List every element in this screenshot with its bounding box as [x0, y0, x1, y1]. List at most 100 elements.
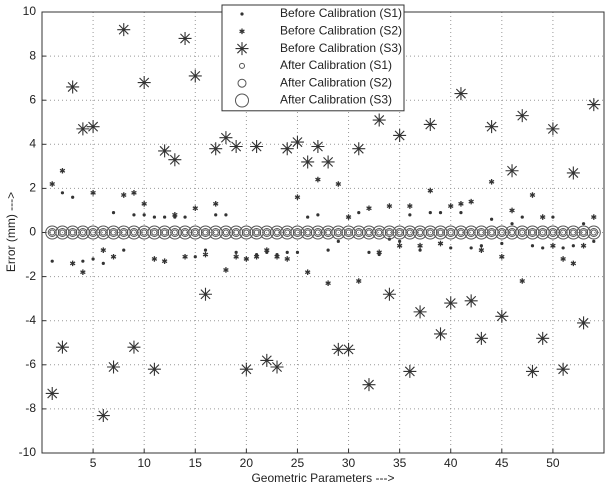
- point: [212, 201, 219, 207]
- legend-label: After Calibration (S2): [280, 75, 392, 89]
- point: [406, 229, 413, 236]
- point: [366, 205, 372, 212]
- point: [580, 242, 587, 249]
- point: [116, 225, 131, 240]
- point: [96, 225, 111, 240]
- point: [437, 229, 444, 236]
- point: [91, 257, 95, 261]
- point: [365, 229, 372, 236]
- point: [577, 316, 591, 330]
- point: [147, 225, 162, 240]
- point: [45, 225, 60, 240]
- point: [50, 259, 54, 263]
- point: [457, 229, 464, 236]
- y-tick-label: 0: [29, 225, 36, 239]
- point: [172, 212, 178, 218]
- point: [581, 222, 586, 226]
- point: [106, 225, 121, 240]
- point: [453, 225, 468, 240]
- point: [423, 225, 438, 240]
- point: [86, 225, 101, 240]
- point: [79, 229, 86, 236]
- point: [137, 76, 151, 90]
- point: [525, 225, 540, 240]
- point: [300, 225, 315, 240]
- point: [260, 353, 274, 367]
- point: [270, 225, 285, 240]
- point: [66, 80, 80, 94]
- x-tick-label: 25: [291, 456, 305, 470]
- point: [142, 213, 146, 217]
- point: [107, 360, 121, 374]
- point: [65, 225, 80, 240]
- point: [188, 69, 202, 83]
- point: [60, 191, 65, 195]
- point: [249, 225, 264, 240]
- legend-label: After Calibration (S3): [280, 93, 392, 107]
- point: [274, 253, 280, 260]
- point: [141, 229, 148, 236]
- point: [345, 214, 352, 220]
- point: [576, 225, 591, 240]
- point: [539, 214, 546, 220]
- point: [203, 248, 208, 252]
- point: [325, 229, 332, 236]
- point: [49, 181, 55, 187]
- point: [539, 229, 546, 236]
- point: [161, 258, 168, 264]
- point: [122, 248, 126, 252]
- point: [264, 247, 270, 253]
- y-tick-label: 2: [29, 181, 36, 195]
- point: [326, 248, 330, 252]
- point: [335, 181, 342, 187]
- point: [408, 213, 412, 217]
- point: [325, 280, 331, 287]
- point: [117, 23, 131, 37]
- point: [417, 242, 423, 249]
- point: [280, 225, 295, 240]
- point: [151, 229, 158, 236]
- point: [270, 360, 284, 374]
- point: [335, 229, 342, 236]
- legend-marker: [240, 12, 244, 16]
- point: [80, 269, 86, 275]
- point: [488, 229, 495, 236]
- y-tick-label: -6: [25, 357, 36, 371]
- y-axis-label: Error (mm) --->: [4, 192, 18, 272]
- x-tick-label: 10: [138, 456, 152, 470]
- x-tick-label: 45: [495, 456, 509, 470]
- y-tick-label: -4: [25, 313, 36, 327]
- point: [253, 253, 260, 260]
- point: [413, 305, 427, 319]
- point: [495, 309, 509, 323]
- point: [59, 167, 66, 174]
- point: [55, 225, 70, 240]
- point: [494, 225, 509, 240]
- point: [556, 225, 571, 240]
- point: [137, 225, 152, 240]
- point: [560, 229, 567, 236]
- legend-label: Before Calibration (S3): [280, 41, 402, 55]
- point: [86, 120, 100, 134]
- point: [433, 225, 448, 240]
- point: [342, 342, 356, 356]
- point: [392, 225, 407, 240]
- point: [212, 229, 219, 236]
- point: [396, 242, 403, 249]
- point: [437, 240, 444, 247]
- point: [208, 225, 223, 240]
- point: [316, 213, 320, 217]
- point: [376, 249, 382, 256]
- point: [301, 155, 315, 169]
- point: [545, 225, 560, 240]
- y-tick-label: 10: [23, 4, 37, 18]
- point: [188, 225, 203, 240]
- point: [357, 211, 361, 215]
- point: [464, 294, 478, 308]
- point: [398, 239, 402, 243]
- point: [219, 131, 233, 145]
- legend-marker: [237, 78, 247, 88]
- point: [263, 229, 270, 236]
- point: [111, 211, 116, 215]
